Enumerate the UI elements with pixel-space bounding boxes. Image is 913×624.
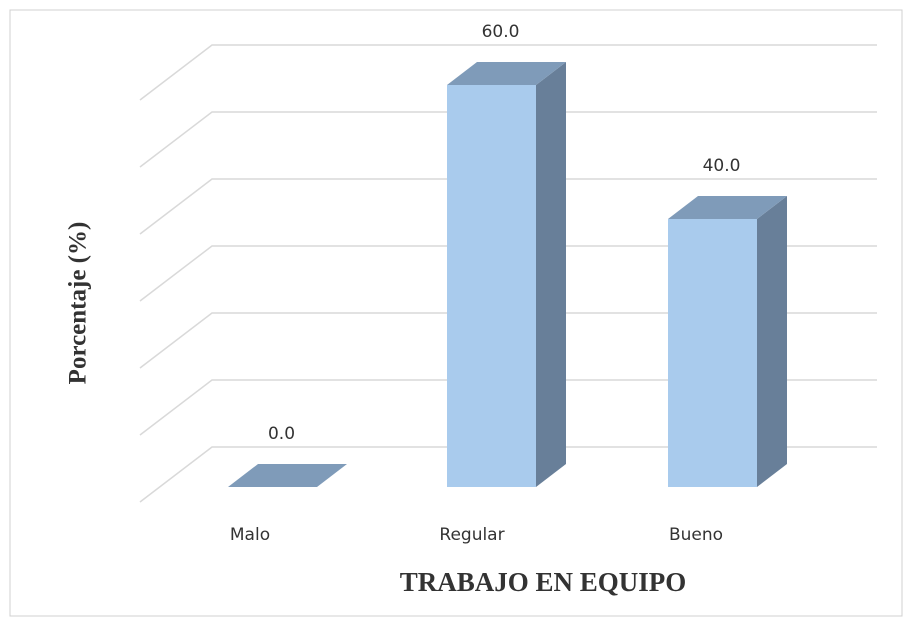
- grid-line: [139, 379, 877, 436]
- grid-line: [139, 178, 877, 235]
- value-label: 60.0: [482, 22, 520, 42]
- grid-line: [139, 44, 877, 101]
- value-label: 40.0: [703, 156, 741, 176]
- x-axis-title: TRABAJO EN EQUIPO: [400, 567, 687, 597]
- value-label: 0.0: [268, 424, 295, 444]
- bar: [668, 219, 757, 487]
- grid-line: [139, 111, 877, 168]
- y-axis-title: Porcentaje (%): [65, 222, 92, 385]
- bar-side: [757, 196, 787, 487]
- x-tick-label: Regular: [439, 525, 504, 545]
- bar-side: [536, 62, 566, 487]
- bar-top: [447, 62, 566, 85]
- bar: [447, 85, 536, 487]
- grid-line: [139, 245, 877, 302]
- grid-line: [139, 312, 877, 369]
- grid-line: [139, 446, 877, 503]
- bar-top: [668, 196, 787, 219]
- bar-top: [228, 464, 347, 487]
- x-tick-label: Malo: [230, 525, 270, 545]
- x-tick-label: Bueno: [669, 525, 723, 545]
